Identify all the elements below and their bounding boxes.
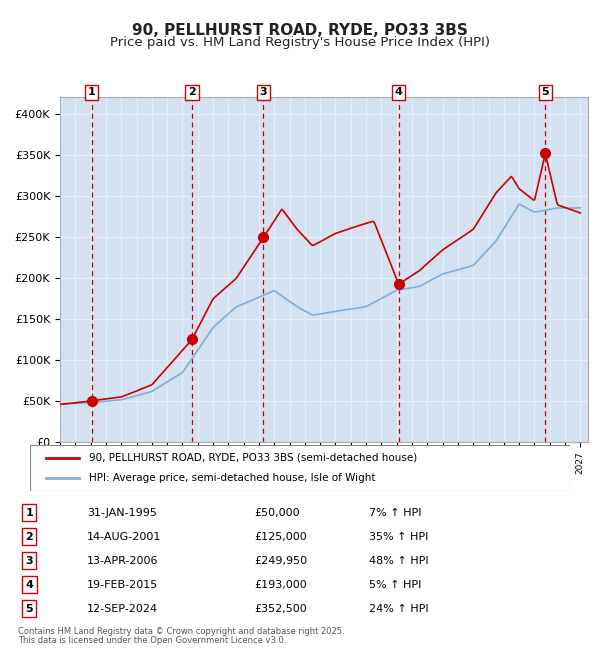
- Text: 19-FEB-2015: 19-FEB-2015: [87, 580, 158, 590]
- Text: Contains HM Land Registry data © Crown copyright and database right 2025.: Contains HM Land Registry data © Crown c…: [18, 627, 344, 636]
- Text: 14-AUG-2001: 14-AUG-2001: [87, 532, 161, 541]
- Text: 5% ↑ HPI: 5% ↑ HPI: [369, 580, 421, 590]
- Text: 5: 5: [541, 88, 549, 97]
- Text: 7% ↑ HPI: 7% ↑ HPI: [369, 508, 422, 517]
- Text: 35% ↑ HPI: 35% ↑ HPI: [369, 532, 428, 541]
- Text: 4: 4: [395, 88, 403, 97]
- FancyBboxPatch shape: [60, 98, 588, 442]
- Text: 13-APR-2006: 13-APR-2006: [87, 556, 158, 566]
- Text: 4: 4: [25, 580, 33, 590]
- FancyBboxPatch shape: [60, 98, 588, 442]
- Text: £249,950: £249,950: [254, 556, 307, 566]
- Text: 3: 3: [259, 88, 267, 97]
- Text: £50,000: £50,000: [254, 508, 299, 517]
- Text: 3: 3: [25, 556, 33, 566]
- Text: 12-SEP-2024: 12-SEP-2024: [87, 604, 158, 614]
- Text: 31-JAN-1995: 31-JAN-1995: [87, 508, 157, 517]
- FancyBboxPatch shape: [30, 445, 570, 491]
- Text: 90, PELLHURST ROAD, RYDE, PO33 3BS: 90, PELLHURST ROAD, RYDE, PO33 3BS: [132, 23, 468, 38]
- Text: 2: 2: [25, 532, 33, 541]
- Text: 1: 1: [25, 508, 33, 517]
- Text: Price paid vs. HM Land Registry's House Price Index (HPI): Price paid vs. HM Land Registry's House …: [110, 36, 490, 49]
- Text: 5: 5: [25, 604, 33, 614]
- Text: 2: 2: [188, 88, 196, 97]
- Text: £352,500: £352,500: [254, 604, 307, 614]
- Text: HPI: Average price, semi-detached house, Isle of Wight: HPI: Average price, semi-detached house,…: [89, 473, 376, 484]
- Text: 24% ↑ HPI: 24% ↑ HPI: [369, 604, 429, 614]
- Text: £125,000: £125,000: [254, 532, 307, 541]
- Text: 1: 1: [88, 88, 96, 97]
- Text: This data is licensed under the Open Government Licence v3.0.: This data is licensed under the Open Gov…: [18, 636, 286, 645]
- Text: £193,000: £193,000: [254, 580, 307, 590]
- Text: 48% ↑ HPI: 48% ↑ HPI: [369, 556, 429, 566]
- Text: 90, PELLHURST ROAD, RYDE, PO33 3BS (semi-detached house): 90, PELLHURST ROAD, RYDE, PO33 3BS (semi…: [89, 452, 418, 463]
